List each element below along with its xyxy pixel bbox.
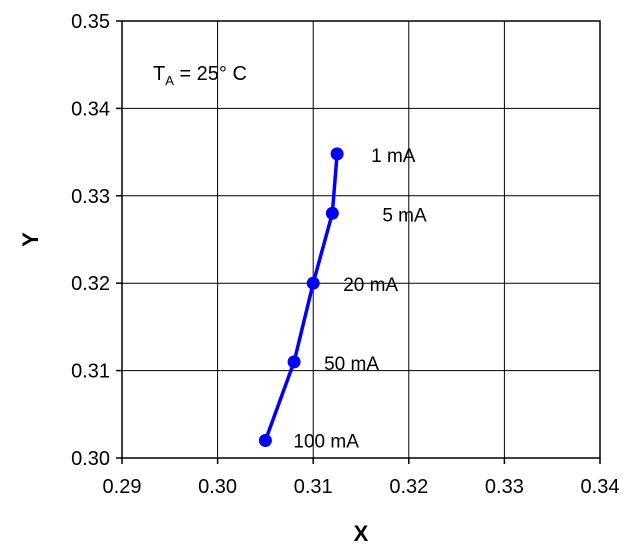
data-point [325,206,339,220]
y-tick-label: 0.33 [71,186,110,208]
plot-frame [121,20,601,459]
annotation-rest: = 25° C [174,63,247,85]
data-label: 20 mA [343,275,398,296]
series-line [263,152,339,443]
data-label: 100 mA [293,432,359,453]
x-tick-label: 0.34 [581,476,620,498]
annotation-subscript: A [165,73,174,88]
x-tick-label: 0.29 [103,476,142,498]
temperature-annotation: TA = 25° C [153,63,247,88]
data-point [330,147,344,161]
x-tick-label: 0.30 [198,476,237,498]
x-tick-label: 0.31 [294,476,333,498]
x-tick-label: 0.32 [389,476,428,498]
data-label: 1 mA [371,146,416,167]
y-tick-label: 0.34 [71,98,110,120]
x-axis-label: X [354,521,369,546]
data-point [306,276,320,290]
grid [116,20,601,464]
y-tick-label: 0.32 [71,273,110,295]
data-point [287,355,301,369]
data-point [258,434,272,448]
annotation-main: T [153,63,165,85]
x-tick-label: 0.33 [485,476,524,498]
y-tick-labels: 0.30 0.31 0.32 0.33 0.34 0.35 [71,11,110,470]
x-tick-labels: 0.29 0.30 0.31 0.32 0.33 0.34 [103,476,620,498]
y-tick-label: 0.30 [71,448,110,470]
y-tick-label: 0.35 [71,11,110,33]
y-axis-label: Y [18,232,43,247]
data-label: 5 mA [382,205,427,226]
data-label: 50 mA [324,354,379,375]
y-tick-label: 0.31 [71,361,110,383]
series-group: 1 mA 5 mA 20 mA 50 mA 100 mA [258,146,427,453]
